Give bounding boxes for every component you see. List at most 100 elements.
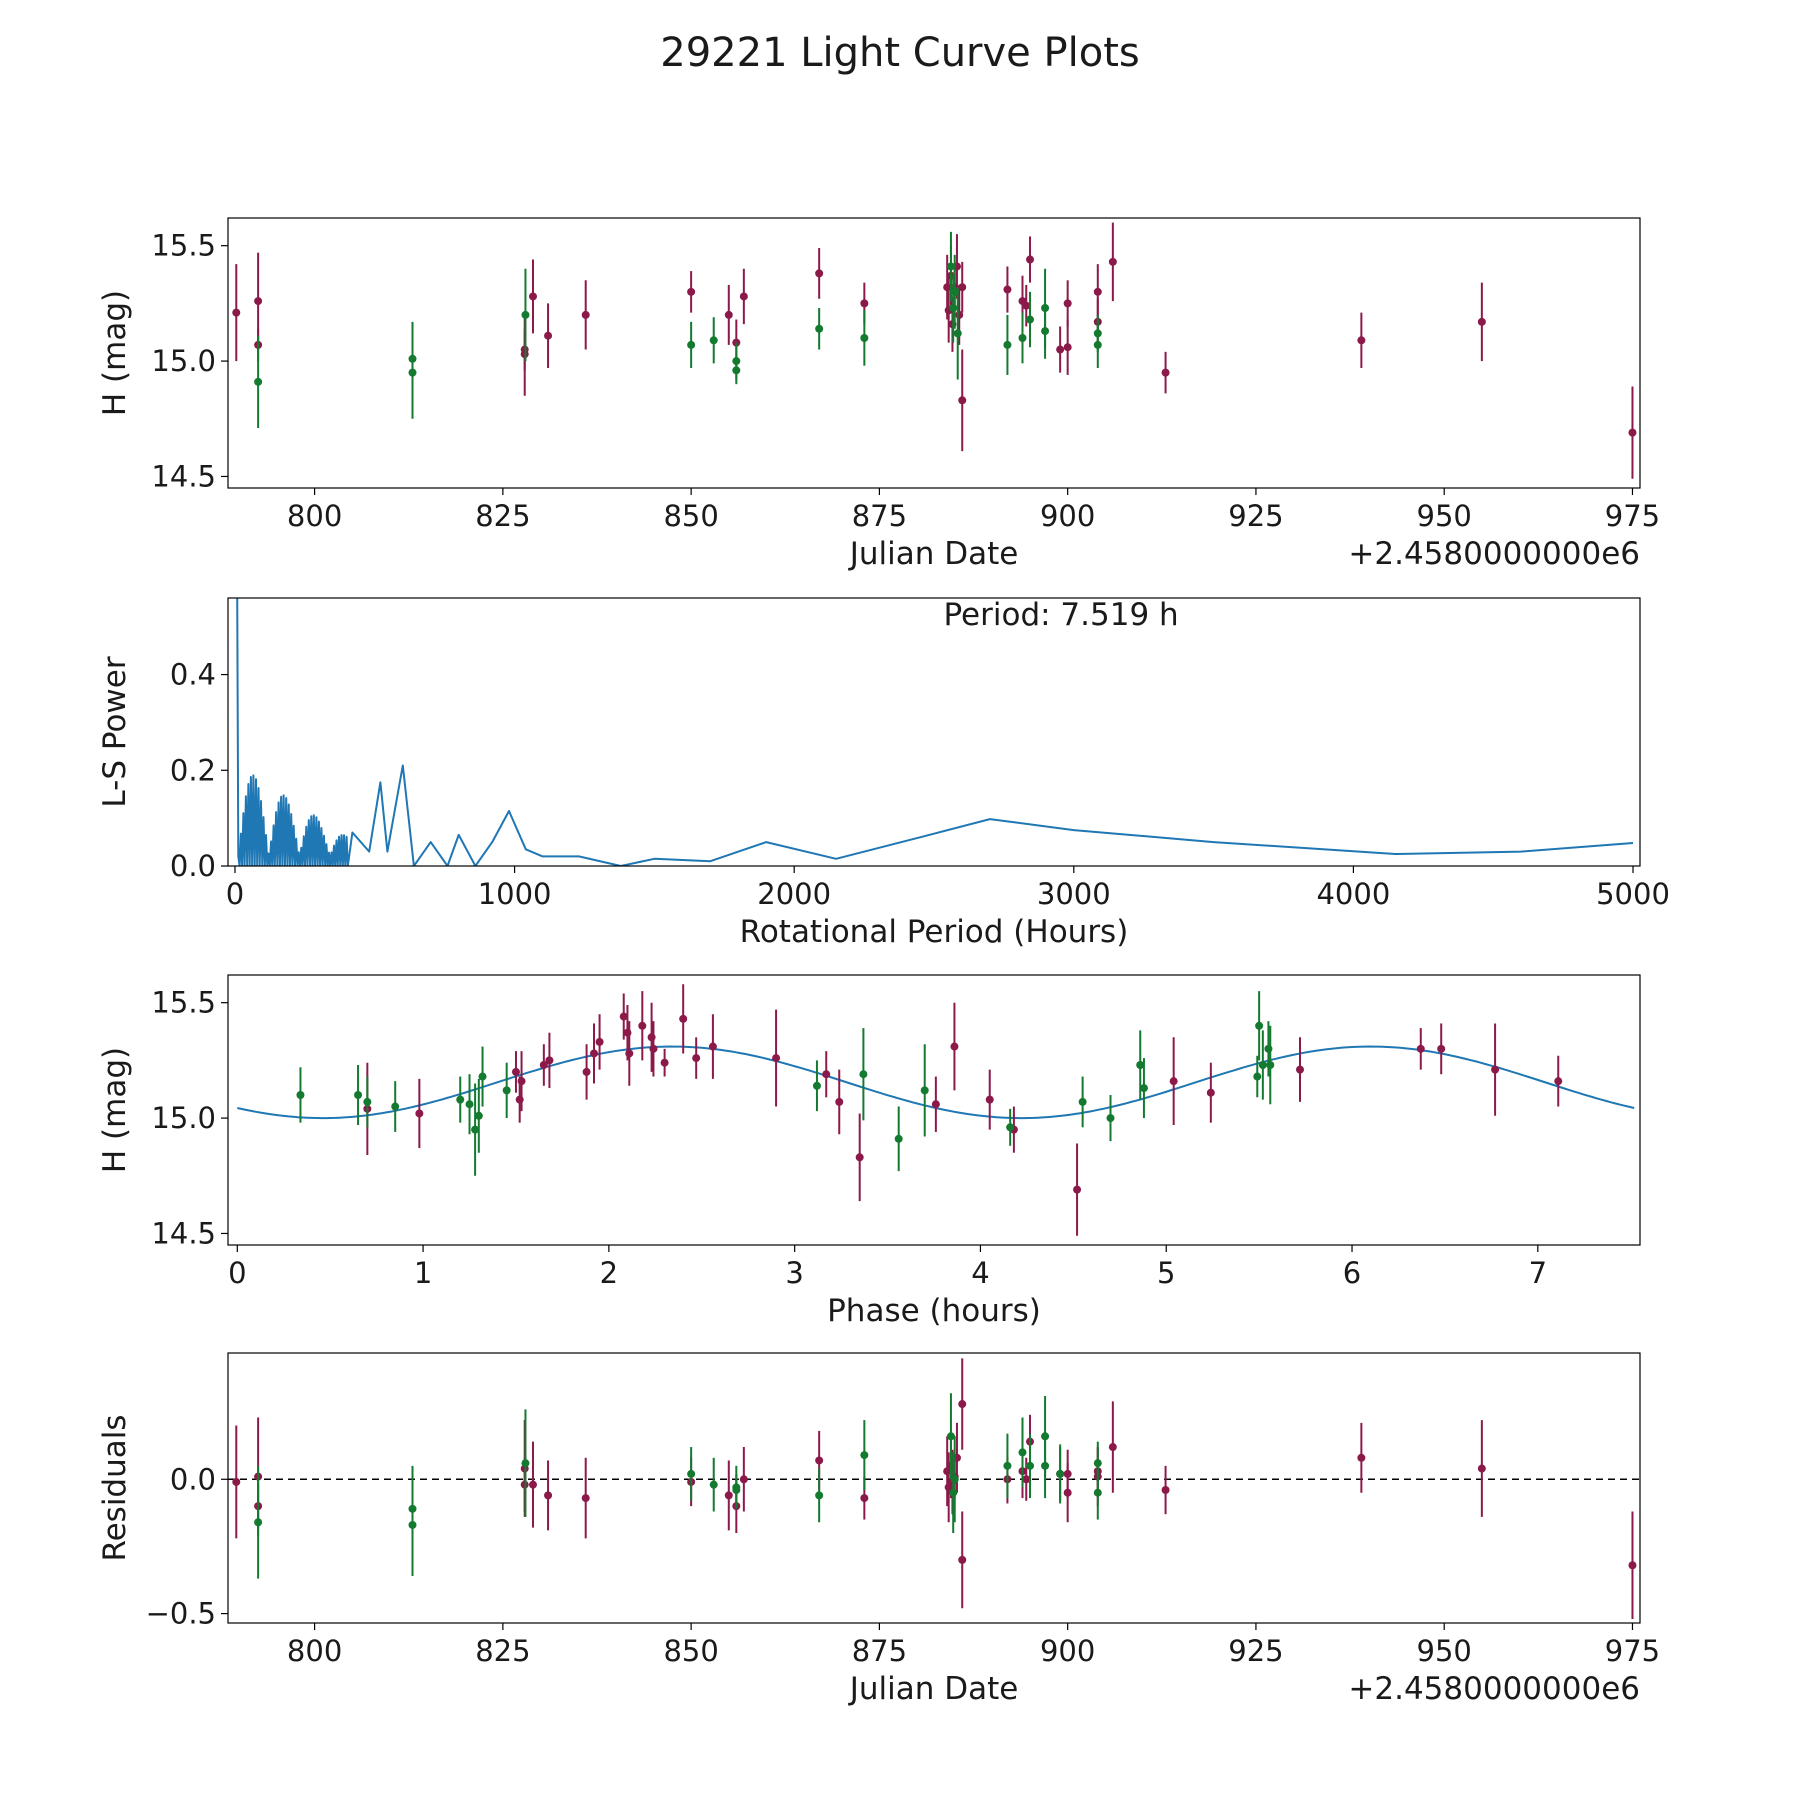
periodogram-xtick-label: 2000 [757,877,831,911]
lightcurve-red-point [687,287,696,296]
phased-red-point [415,1109,424,1118]
periodogram-ytick-label: 0.2 [170,753,216,787]
periodogram-panel: 0 1000 2000 3000 4000 5000 0.0 0.2 0.4 Rotational… [97,597,1670,950]
phased-green-point [1258,1061,1267,1069]
periodogram-ytick-label: 0.4 [170,658,216,692]
phased-red-point [638,1021,647,1030]
phased-red-point [1169,1077,1178,1086]
phased-xtick-label: 0 [228,1256,246,1290]
residuals-green-point [732,1486,741,1495]
phased-green-point [478,1072,487,1081]
lightcurve-green-point [1018,334,1027,342]
phased-red-point [545,1056,554,1065]
phased-green-point [920,1086,929,1095]
phased-red-point [595,1037,604,1046]
phased-red-point [1554,1077,1563,1086]
phased-xtick-label: 2 [600,1256,618,1290]
periodogram-xtick-label: 1000 [478,877,552,911]
residuals-green-point [1003,1461,1012,1470]
lightcurve-red-point [1063,343,1072,352]
phased-red-point [931,1100,940,1109]
periodogram-series-line [236,598,1634,866]
lightcurve-red-point [1022,301,1031,310]
phased-red-point [517,1077,526,1086]
phased-ytick-label: 15.5 [151,986,216,1020]
phased-red-point [692,1054,701,1063]
lightcurve-green-point [1026,315,1035,324]
phased-green-point [1255,1021,1264,1030]
periodogram-ylabel: L-S Power [97,656,133,807]
phased-green-point [1253,1072,1262,1081]
phased-plot-area [237,984,1635,1236]
residuals-ytick-label: 0.0 [170,1462,216,1496]
residuals-xtick-label: 950 [1417,1634,1472,1668]
phased-axes-frame [227,974,1641,1246]
lightcurve-red-point [1108,257,1117,266]
phased-xtick-label: 4 [971,1256,989,1290]
residuals-ylabel: Residuals [97,1414,133,1561]
lightcurve-red-point [1056,345,1065,354]
lightcurve-red-point [528,292,537,301]
phased-red-point [708,1042,717,1051]
phased-panel: 0 1 2 3 4 5 6 7 14.5 15.0 15.5 Phase (hours) H (mag) [97,974,1641,1329]
residuals-red-point [1477,1464,1486,1473]
residuals-xtick-label: 925 [1228,1634,1283,1668]
lightcurve-red-point [860,299,869,308]
lightcurve-green-point [950,287,959,296]
lightcurve-xtick-label: 975 [1605,499,1660,533]
residuals-green-point [408,1520,417,1529]
residuals-green-point [1026,1461,1035,1470]
lightcurve-panel: 800 825 850 875 900 925 950 975 14.5 15.0 15.5 Juli… [97,217,1660,572]
lightcurve-green-point [1093,340,1102,349]
lightcurve-green-point [949,304,958,312]
phased-green-point [1136,1061,1145,1069]
lightcurve-ytick-label: 15.5 [151,229,216,263]
lightcurve-red-point [544,331,553,340]
lightcurve-green-point [408,368,417,377]
phased-green-point [471,1125,480,1134]
phased-red-point [660,1058,669,1067]
residuals-x-offset-label: +2.4580000000e6 [1348,1671,1640,1707]
residuals-red-point [1022,1475,1031,1484]
residuals-red-point [1628,1561,1637,1570]
lightcurve-xtick-label: 800 [287,499,342,533]
residuals-red-point [1108,1443,1117,1452]
residuals-green-point [521,1459,530,1468]
lightcurve-xtick-label: 900 [1040,499,1095,533]
phased-ylabel: H (mag) [97,1047,133,1173]
phased-red-point [625,1049,634,1058]
residuals-green-point [1018,1448,1027,1457]
residuals-axes-frame [227,1352,1641,1624]
phased-green-point [363,1097,372,1106]
phased-ytick-label: 15.0 [151,1101,216,1135]
lightcurve-xlabel: Julian Date [848,536,1019,572]
residuals-xtick-label: 825 [475,1634,530,1668]
residuals-green-point [946,1432,955,1441]
lightcurve-green-point [732,366,741,375]
lightcurve-red-point [739,292,748,301]
residuals-ytick-label: −0.5 [146,1597,216,1631]
lightcurve-red-point [958,283,967,292]
residuals-green-point [949,1488,958,1497]
phased-red-point [1491,1065,1500,1074]
phased-ytick-label: 14.5 [151,1216,216,1250]
lightcurve-red-point [1161,368,1170,377]
lightcurve-xtick-label: 875 [852,499,907,533]
phased-green-point [1006,1123,1015,1132]
lightcurve-xtick-label: 925 [1228,499,1283,533]
lightcurve-xtick-label: 825 [475,499,530,533]
residuals-green-point [860,1451,869,1460]
residuals-red-point [1063,1488,1072,1497]
phased-red-point [1073,1185,1082,1194]
periodogram-xtick-label: 0 [226,877,244,911]
phased-red-point [590,1049,599,1058]
lightcurve-green-point [860,334,869,342]
phased-xtick-label: 7 [1529,1256,1547,1290]
residuals-green-point [815,1491,824,1500]
residuals-green-point [1093,1488,1102,1497]
residuals-xtick-label: 975 [1605,1634,1660,1668]
periodogram-plot-area [236,598,1634,866]
lightcurve-green-point [946,262,955,271]
lightcurve-ytick-label: 14.5 [151,459,216,493]
